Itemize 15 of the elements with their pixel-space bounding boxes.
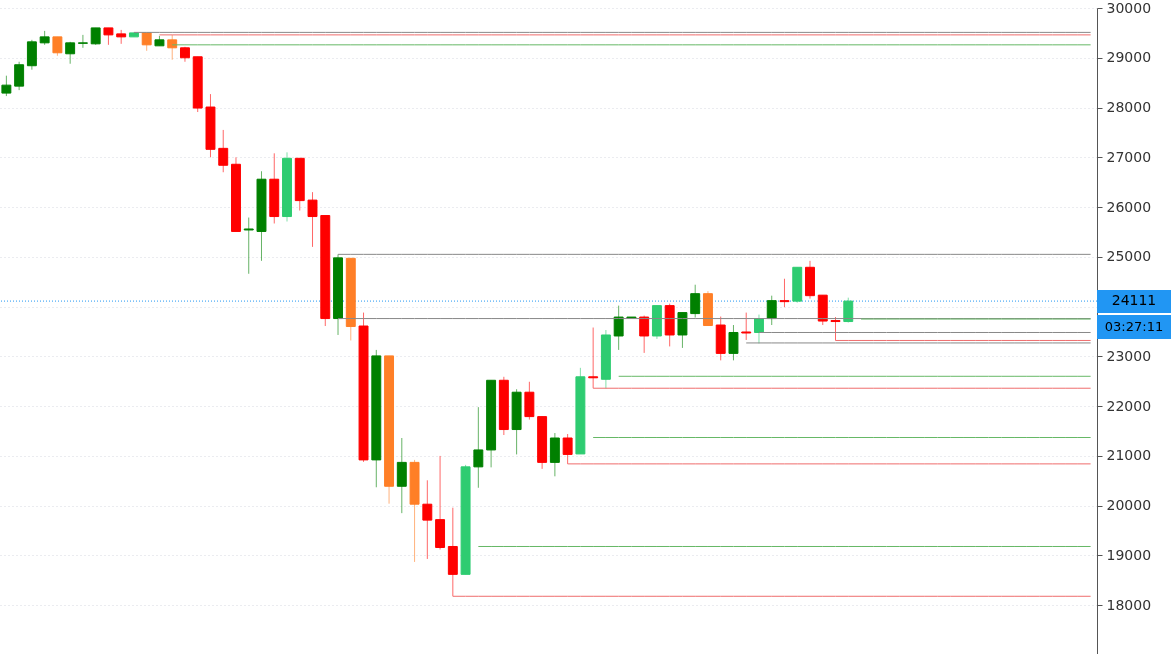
text: 03:27:11 (1104, 319, 1164, 335)
y-tick-label: 18000 (1106, 596, 1152, 613)
y-tick-label: 28000 (1106, 99, 1152, 116)
y-tick-label: 27000 (1106, 148, 1152, 165)
y-tick-label: 26000 (1106, 198, 1152, 215)
y-tick-label: 22000 (1106, 397, 1152, 414)
y-tick-label: 29000 (1106, 49, 1152, 66)
y-tick-label: 30000 (1106, 0, 1152, 16)
candlestick (77, 34, 88, 49)
ref-line-label: 24111 (1111, 292, 1157, 309)
y-tick-label: 25000 (1106, 248, 1152, 265)
y-tick-label: 20000 (1106, 497, 1152, 514)
y-tick-label: 19000 (1106, 546, 1152, 563)
y-tick-label: 21000 (1106, 447, 1152, 464)
y-tick-label: 23000 (1106, 347, 1152, 364)
